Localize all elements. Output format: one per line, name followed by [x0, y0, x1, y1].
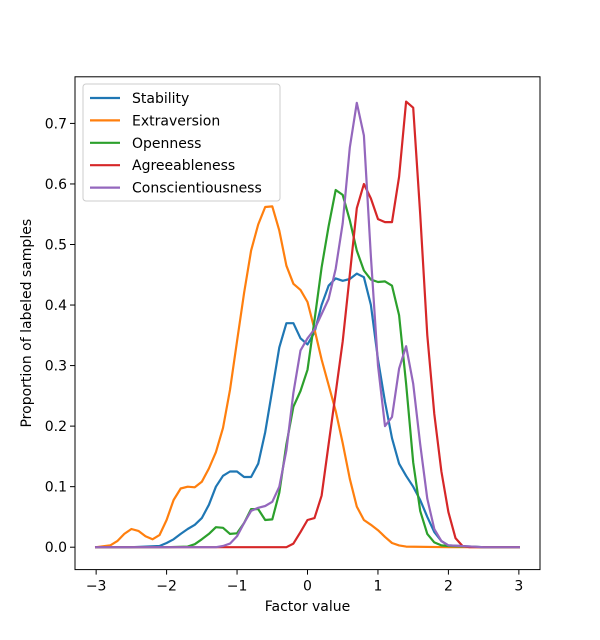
x-tick-label: 1: [373, 579, 382, 595]
x-ticks: −3 −2 −1 0 1 2 3: [86, 569, 523, 595]
series-line-openness: [95, 188, 520, 549]
legend-box: [82, 83, 281, 202]
legend: Stability Extraversion Openness Agreeablene…: [82, 83, 281, 202]
y-axis-label: Proportion of labeled samples: [19, 219, 35, 428]
x-tick-label: −3: [86, 579, 107, 595]
series-layer: [94, 100, 520, 549]
y-tick-label: 0.6: [45, 177, 67, 193]
y-tick-label: 0.0: [45, 540, 67, 556]
x-tick-label: −2: [156, 579, 177, 595]
y-tick-label: 0.3: [45, 359, 67, 375]
y-tick-label: 0.2: [45, 419, 67, 435]
x-tick-label: 0: [303, 579, 312, 595]
y-tick-label: 0.5: [45, 237, 67, 253]
legend-label-stability: Stability: [132, 91, 189, 107]
series-line-agreeableness: [95, 100, 520, 549]
y-ticks: 0.0 0.1 0.2 0.3 0.4 0.5 0.6 0.7: [45, 116, 75, 556]
x-axis-label: Factor value: [265, 599, 351, 615]
y-tick-label: 0.1: [45, 480, 67, 496]
y-tick-label: 0.4: [45, 298, 67, 314]
series-line-stability: [95, 272, 520, 549]
x-tick-label: 3: [514, 579, 523, 595]
legend-label-agreeableness: Agreeableness: [132, 158, 235, 174]
legend-label-extraversion: Extraversion: [132, 113, 220, 129]
legend-label-conscientiousness: Conscientiousness: [132, 181, 262, 197]
x-tick-label: 2: [444, 579, 453, 595]
series-line-extraversion: [94, 205, 520, 549]
x-tick-label: −1: [227, 579, 248, 595]
legend-label-openness: Openness: [132, 136, 201, 152]
series-line-conscientiousness: [95, 101, 520, 549]
y-tick-label: 0.7: [45, 116, 67, 132]
